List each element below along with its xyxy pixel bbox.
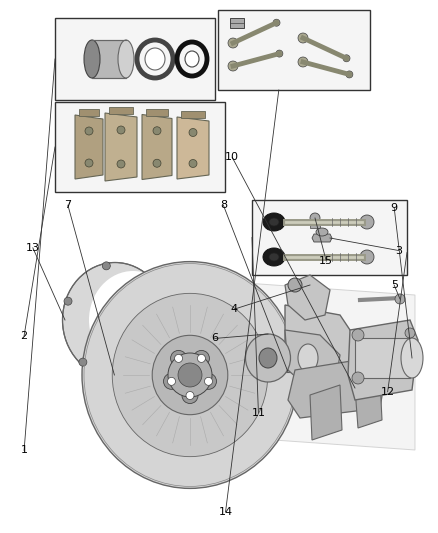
Circle shape (153, 159, 161, 167)
Bar (355, 338, 410, 378)
Polygon shape (285, 305, 360, 385)
Text: 11: 11 (251, 408, 265, 418)
Bar (268, 344, 308, 372)
Circle shape (346, 71, 353, 78)
Bar (92, 40, 126, 78)
Circle shape (288, 278, 302, 292)
Circle shape (117, 160, 125, 168)
Circle shape (153, 127, 161, 135)
Text: 12: 12 (381, 387, 395, 397)
Circle shape (298, 57, 308, 67)
Polygon shape (310, 385, 342, 440)
Circle shape (79, 358, 87, 366)
Bar (109, 107, 133, 114)
Ellipse shape (112, 293, 268, 457)
Text: 8: 8 (220, 200, 227, 210)
Bar (55, 102, 225, 192)
Polygon shape (105, 113, 137, 181)
Circle shape (298, 33, 308, 43)
Ellipse shape (269, 253, 279, 261)
Text: 4: 4 (231, 304, 238, 314)
Circle shape (102, 262, 110, 270)
Circle shape (117, 126, 125, 134)
Circle shape (186, 392, 194, 400)
Circle shape (85, 159, 93, 167)
Ellipse shape (89, 271, 177, 369)
Bar (252, 200, 407, 275)
Ellipse shape (263, 213, 285, 231)
Circle shape (343, 55, 350, 62)
Ellipse shape (152, 335, 228, 415)
Text: 13: 13 (26, 243, 40, 253)
Ellipse shape (145, 48, 165, 70)
Ellipse shape (84, 40, 100, 78)
Ellipse shape (298, 344, 318, 372)
Circle shape (163, 373, 180, 389)
Circle shape (302, 385, 318, 401)
Text: 14: 14 (219, 507, 233, 516)
Ellipse shape (269, 218, 279, 226)
Circle shape (352, 372, 364, 384)
Circle shape (85, 127, 93, 135)
Text: 15: 15 (319, 256, 333, 266)
Polygon shape (288, 358, 385, 418)
Text: 3: 3 (395, 246, 402, 255)
Polygon shape (355, 380, 382, 428)
Circle shape (175, 354, 183, 362)
Ellipse shape (316, 228, 328, 236)
Circle shape (360, 250, 374, 264)
Polygon shape (177, 117, 209, 179)
Circle shape (352, 329, 364, 341)
Circle shape (310, 213, 320, 223)
Text: 9: 9 (391, 203, 398, 213)
Polygon shape (348, 320, 418, 400)
Circle shape (170, 350, 187, 366)
Circle shape (64, 297, 72, 305)
Text: 2: 2 (21, 331, 28, 341)
Ellipse shape (263, 248, 285, 266)
Bar (218, 10, 370, 90)
Circle shape (178, 363, 202, 387)
Bar (146, 109, 168, 116)
Text: 6: 6 (211, 334, 218, 343)
Circle shape (276, 50, 283, 57)
Ellipse shape (118, 40, 134, 78)
Bar (181, 111, 205, 118)
Text: 1: 1 (21, 446, 28, 455)
Circle shape (198, 354, 205, 362)
Circle shape (201, 373, 216, 389)
Circle shape (395, 294, 405, 304)
Circle shape (228, 38, 238, 48)
Circle shape (205, 377, 212, 385)
Text: 10: 10 (225, 152, 239, 162)
Ellipse shape (185, 51, 199, 67)
Polygon shape (75, 115, 103, 179)
Ellipse shape (82, 262, 298, 488)
Ellipse shape (401, 338, 423, 378)
Polygon shape (285, 275, 330, 320)
Text: 7: 7 (64, 200, 71, 210)
Circle shape (405, 328, 415, 338)
Circle shape (360, 215, 374, 229)
Ellipse shape (246, 334, 290, 382)
Circle shape (228, 61, 238, 71)
Polygon shape (285, 330, 340, 390)
Circle shape (182, 387, 198, 403)
Circle shape (167, 377, 176, 385)
Bar (310, 224, 320, 228)
Ellipse shape (259, 348, 277, 368)
Polygon shape (142, 115, 172, 180)
Text: 5: 5 (391, 280, 398, 290)
Circle shape (273, 19, 280, 26)
Polygon shape (312, 234, 332, 242)
Circle shape (194, 350, 209, 366)
Circle shape (168, 353, 212, 397)
Polygon shape (175, 278, 415, 450)
Bar (79, 109, 99, 116)
Circle shape (189, 159, 197, 167)
Bar (230, 18, 244, 28)
Bar (55, 18, 215, 100)
Ellipse shape (63, 262, 167, 377)
Circle shape (189, 128, 197, 136)
